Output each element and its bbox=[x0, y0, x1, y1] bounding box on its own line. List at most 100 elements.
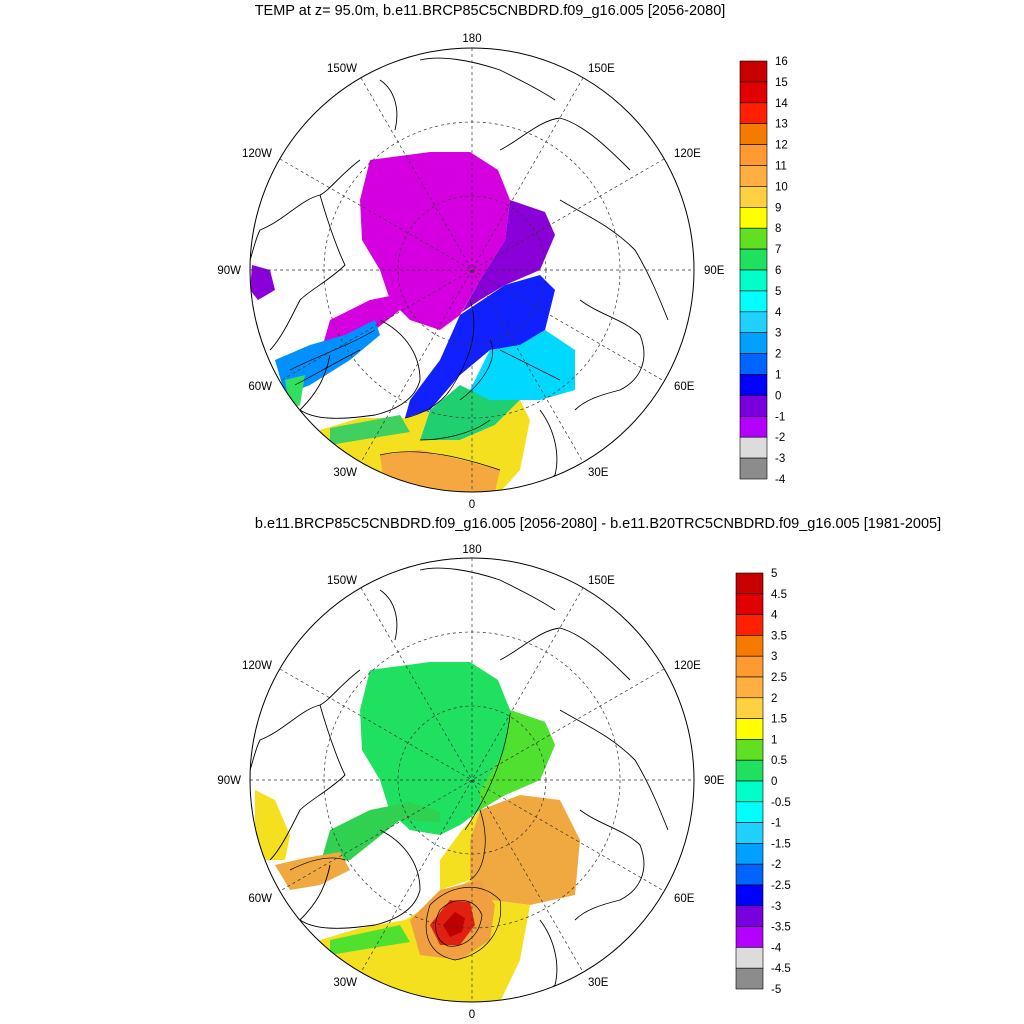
coastlines-bottom bbox=[250, 567, 669, 1002]
lon-label-30e: 30E bbox=[588, 467, 609, 479]
lon-label-90e: 90E bbox=[704, 265, 725, 277]
field-front-blue bbox=[405, 275, 555, 418]
colorbar-swatch bbox=[739, 311, 768, 333]
colorbar-tick-label: 16 bbox=[775, 56, 788, 68]
colorbar-tick-label: 5 bbox=[775, 286, 781, 298]
panel-top: TEMP at z= 95.0m, b.e11.BRCP85C5CNBDRD.f… bbox=[217, 3, 788, 511]
colorbar-swatch bbox=[739, 395, 768, 417]
lon-label-0: 0 bbox=[469, 499, 475, 511]
colorbar-tick-label: 0.5 bbox=[771, 755, 787, 767]
colorbar-swatch bbox=[739, 457, 768, 480]
lon-label-90e: 90E bbox=[704, 775, 725, 787]
colorbar-tick-label: 15 bbox=[775, 77, 788, 89]
colorbar-tick-label: -1.5 bbox=[771, 838, 791, 850]
lon-label-150e: 150E bbox=[588, 575, 615, 587]
lon-label-60e: 60E bbox=[674, 893, 695, 905]
colorbar-swatch bbox=[735, 739, 764, 761]
lon-label-150w: 150W bbox=[327, 63, 357, 75]
colorbar-tick-label: 3 bbox=[771, 651, 777, 663]
colorbar-tick-label: 0 bbox=[775, 390, 781, 402]
field-barents-yellow bbox=[440, 810, 480, 890]
colorbar-tick-label: 3 bbox=[775, 328, 781, 340]
colorbar-tick-label: -3 bbox=[771, 901, 781, 913]
colorbar-swatch bbox=[735, 759, 764, 782]
colorbar-bottom: 5 4.5 4 3.5 3 2.5 2 1.5 1 0.5 0 -0.5 -1 -1.5 -2 -2.5 -3 -… bbox=[735, 568, 791, 996]
lon-label-60w: 60W bbox=[248, 381, 272, 393]
colorbar-swatch bbox=[735, 947, 764, 969]
colorbar-tick-label: 8 bbox=[775, 223, 781, 235]
colorbar-swatch bbox=[739, 353, 768, 375]
colorbar-tick-label: -5 bbox=[771, 984, 781, 996]
colorbar-tick-label: 9 bbox=[775, 202, 781, 214]
colorbar-swatch bbox=[735, 905, 764, 927]
graticule-bottom bbox=[250, 558, 694, 1002]
map-bottom-border bbox=[249, 557, 695, 1003]
colorbar-swatch bbox=[735, 780, 764, 803]
colorbar-swatch bbox=[735, 884, 764, 907]
lon-label-90w: 90W bbox=[217, 265, 241, 277]
colorbar-swatch bbox=[735, 635, 764, 657]
colorbar-tick-label: 5 bbox=[771, 568, 777, 580]
lon-labels-bottom: 180 0 150W 150E 120W 120E 90W 90E 60W 60… bbox=[217, 544, 724, 1021]
colorbar-swatch bbox=[739, 144, 768, 166]
field-atlantic-change-darkred bbox=[443, 912, 465, 937]
lon-label-60w: 60W bbox=[248, 893, 272, 905]
colorbar-swatch bbox=[735, 697, 764, 719]
colorbar-swatch bbox=[739, 290, 768, 313]
lon-label-0: 0 bbox=[469, 1009, 475, 1021]
lon-label-30w: 30W bbox=[333, 467, 357, 479]
colorbar-tick-label: 0 bbox=[771, 776, 777, 788]
coastlines-top bbox=[250, 57, 669, 492]
colorbar-tick-label: 4 bbox=[775, 307, 782, 319]
field-archipelago-change bbox=[320, 802, 440, 865]
colorbar-tick-label: -2 bbox=[775, 432, 785, 444]
colorbar-swatch bbox=[739, 248, 768, 271]
colorbar-tick-label: -2.5 bbox=[771, 880, 791, 892]
colorbar-tick-label: 1 bbox=[775, 370, 781, 382]
colorbar-tick-label: 11 bbox=[775, 161, 787, 173]
map-top-border bbox=[249, 47, 695, 493]
colorbar-tick-label: -3 bbox=[775, 453, 785, 465]
lon-label-120e: 120E bbox=[674, 148, 701, 160]
field-eurasian-green bbox=[480, 710, 555, 810]
panel-bottom: b.e11.BRCP85C5CNBDRD.f09_g16.005 [2056-2… bbox=[217, 516, 941, 1021]
lon-label-180: 180 bbox=[462, 544, 481, 556]
colorbar-swatch bbox=[735, 843, 764, 865]
lon-label-90w: 90W bbox=[217, 775, 241, 787]
field-hudson-west bbox=[250, 265, 275, 300]
contours-bottom bbox=[289, 714, 511, 961]
colorbar-tick-label: 2 bbox=[771, 693, 777, 705]
field-barents-orange bbox=[470, 795, 580, 905]
field-arctic-cold bbox=[360, 152, 510, 330]
colorbar-swatch bbox=[735, 718, 764, 740]
colorbar-tick-label: 2.5 bbox=[771, 672, 787, 684]
colorbar-tick-label: 3.5 bbox=[771, 630, 787, 642]
colorbar-swatch bbox=[739, 207, 768, 229]
colorbar-tick-label: 12 bbox=[775, 140, 788, 152]
colorbar-tick-label: 2 bbox=[775, 349, 781, 361]
colorbar-tick-label: 4.5 bbox=[771, 589, 787, 601]
lon-label-150e: 150E bbox=[588, 63, 615, 75]
colorbar-swatch bbox=[739, 415, 768, 438]
field-eurasian-basin bbox=[462, 200, 555, 312]
lon-label-120w: 120W bbox=[242, 148, 272, 160]
lon-label-60e: 60E bbox=[674, 381, 695, 393]
lon-label-150w: 150W bbox=[327, 575, 357, 587]
colorbar-tick-label: -3.5 bbox=[771, 922, 791, 934]
colorbar-swatch bbox=[739, 374, 768, 396]
field-atlantic-green bbox=[330, 415, 410, 445]
lon-labels-top: 180 0 150W 150E 120W 120E 90W 90E 60W 60… bbox=[217, 33, 724, 511]
graticule-top bbox=[250, 48, 694, 492]
lon-label-30e: 30E bbox=[588, 977, 609, 989]
colorbar-swatch bbox=[735, 967, 764, 990]
panel-top-title: TEMP at z= 95.0m, b.e11.BRCP85C5CNBDRD.f… bbox=[255, 3, 726, 19]
colorbar-swatch bbox=[739, 60, 768, 83]
colorbar-swatch bbox=[735, 572, 764, 595]
colorbar-tick-label: 10 bbox=[775, 181, 788, 193]
field-atlantic-change-green bbox=[330, 925, 410, 955]
colorbar-tick-label: 14 bbox=[775, 98, 788, 110]
colorbar-tick-label: -4.5 bbox=[771, 963, 791, 975]
colorbar-swatch bbox=[739, 165, 768, 187]
colorbar-swatch bbox=[735, 655, 764, 678]
